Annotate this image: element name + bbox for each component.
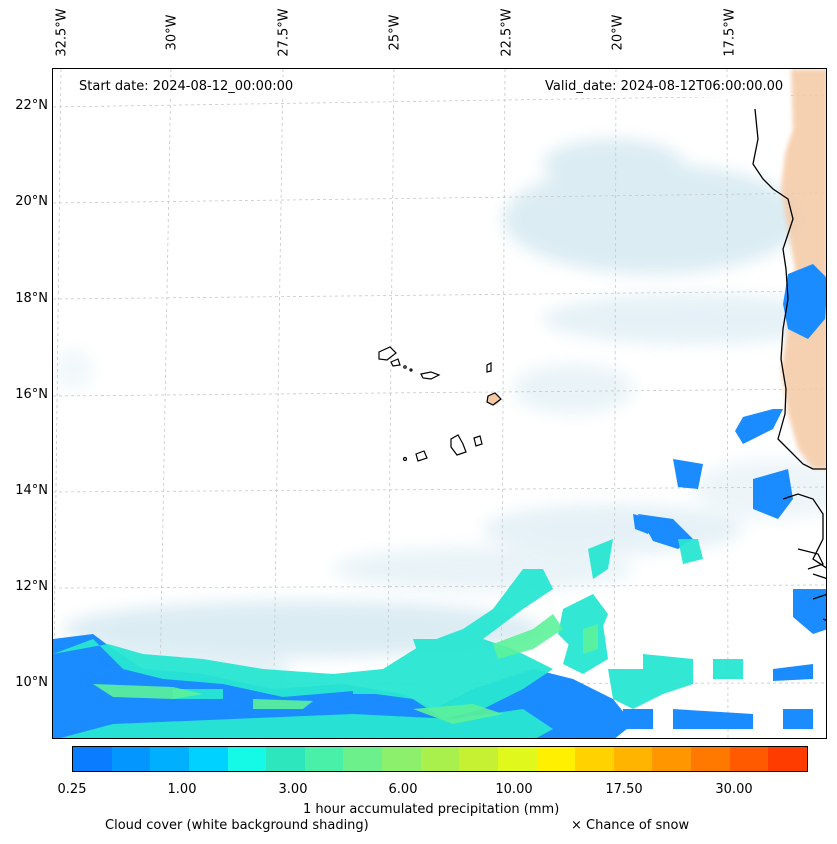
lat-label-14n: 14°N (15, 483, 48, 498)
lat-label-18n: 18°N (15, 291, 48, 306)
lon-label-30w: 30°W (164, 14, 180, 51)
start-date-label: Start date: 2024-08-12_00:00:00 (73, 77, 300, 97)
colorbar-segment-7 (343, 747, 382, 771)
colorbar-title: 1 hour accumulated precipitation (mm) (303, 802, 560, 817)
lat-label-22n: 22°N (15, 98, 48, 113)
lat-label-12n: 12°N (15, 579, 48, 594)
lat-label-20n: 20°N (15, 194, 48, 209)
lat-label-16n: 16°N (15, 387, 48, 402)
valid-date-label: Valid_date: 2024-08-12T06:00:00.00 (539, 77, 790, 97)
colorbar-tick-4: 10.00 (495, 782, 533, 797)
graticule (53, 69, 826, 738)
colorbar-segment-3 (188, 747, 228, 771)
coastlines (752, 108, 826, 621)
lon-label-22-5w: 22.5°W (499, 8, 515, 57)
colorbar-segment-13 (575, 747, 614, 771)
map-canvas (53, 69, 826, 738)
precipitation-colorbar (72, 746, 808, 772)
colorbar-segment-11 (497, 747, 537, 771)
colorbar-segment-15 (652, 747, 691, 771)
colorbar-tick-5: 17.50 (605, 782, 643, 797)
colorbar-segment-10 (459, 747, 498, 771)
lon-label-20w: 20°W (610, 14, 626, 51)
colorbar-segment-8 (382, 747, 421, 771)
colorbar-tick-3: 6.00 (388, 782, 418, 797)
lon-label-27-5w: 27.5°W (276, 8, 292, 57)
lon-label-32-5w: 32.5°W (54, 8, 70, 57)
colorbar-segment-9 (420, 747, 460, 771)
colorbar-segment-18 (768, 747, 807, 771)
lon-label-17-5w: 17.5°W (722, 8, 738, 57)
map-panel[interactable]: Start date: 2024-08-12_00:00:00 Valid_da… (52, 68, 827, 739)
colorbar-segment-17 (729, 747, 769, 771)
colorbar-tick-0: 0.25 (57, 782, 87, 797)
colorbar-tick-2: 3.00 (278, 782, 308, 797)
colorbar-tick-1: 1.00 (167, 782, 197, 797)
colorbar-segment-4 (227, 747, 267, 771)
lat-label-10n: 10°N (15, 675, 48, 690)
snow-legend: × Chance of snow (571, 818, 690, 833)
lon-label-25w: 25°W (387, 14, 403, 51)
cloud-cover-shading (53, 139, 826, 719)
colorbar-segment-16 (691, 747, 730, 771)
precipitation-fields (53, 264, 826, 738)
colorbar-segment-1 (111, 747, 151, 771)
colorbar-segment-14 (613, 747, 653, 771)
colorbar-tick-6: 30.00 (715, 782, 753, 797)
colorbar-segment-0 (73, 747, 112, 771)
colorbar-segment-2 (150, 747, 189, 771)
cloud-cover-legend: Cloud cover (white background shading) (105, 818, 369, 833)
cape-verde-islands (378, 346, 502, 462)
colorbar-segment-12 (536, 747, 576, 771)
colorbar-segment-6 (304, 747, 344, 771)
colorbar-segment-5 (266, 747, 305, 771)
